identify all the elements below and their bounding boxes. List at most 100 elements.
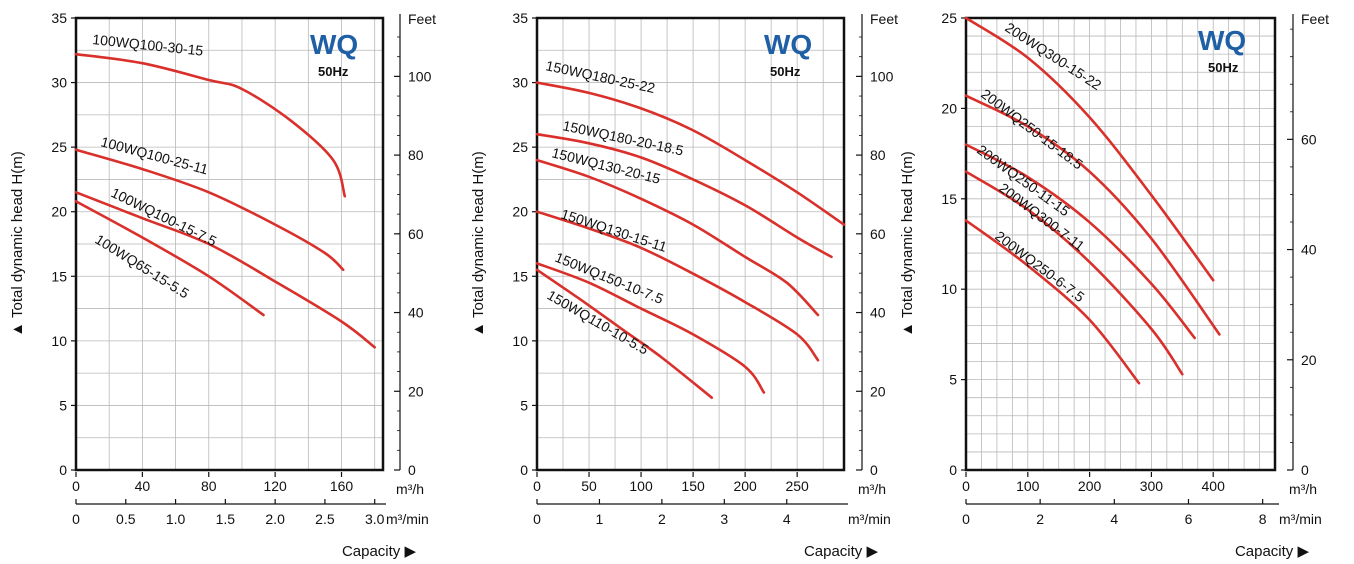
x-tick-label: 0 <box>962 478 970 494</box>
x-tick-label: 200 <box>733 478 757 494</box>
feet-tick-label: 80 <box>408 147 424 163</box>
x-unit-primary: m³/h <box>1289 481 1317 497</box>
feet-tick-label: 0 <box>870 462 878 478</box>
x-tick-label: 100 <box>629 478 653 494</box>
pump-curve-150WQ180-25-22 <box>535 81 846 226</box>
x2-tick-label: 6 <box>1185 511 1193 527</box>
x2-tick-label: 4 <box>783 511 791 527</box>
x2-tick-label: 2 <box>658 511 666 527</box>
frequency-label: 50Hz <box>318 64 349 79</box>
feet-tick-label: 20 <box>1301 352 1317 368</box>
y-axis-title: ▲ Total dynamic head H(m) <box>9 151 26 336</box>
curve-label: 150WQ130-15-11 <box>559 206 669 255</box>
x-tick-label: 80 <box>201 478 217 494</box>
x-unit-primary: m³/h <box>396 481 424 497</box>
y-tick-label: 15 <box>51 268 67 284</box>
x-unit-secondary: m³/min <box>848 511 891 527</box>
pump-curve-150WQ180-20-18.5 <box>535 132 833 259</box>
x2-tick-label: 3.0 <box>365 511 385 527</box>
x-tick-label: 100 <box>1016 478 1040 494</box>
x-tick-label: 0 <box>533 478 541 494</box>
x2-tick-label: 0 <box>533 511 541 527</box>
y-axis-title: ▲ Total dynamic head H(m) <box>899 151 916 336</box>
x-tick-label: 160 <box>330 478 354 494</box>
pump-curve-200WQ250-15-18.5 <box>964 94 1221 336</box>
x2-tick-label: 1.5 <box>216 511 236 527</box>
feet-tick-label: 40 <box>408 305 424 321</box>
x-axis-title: Capacity ▶ <box>342 543 417 560</box>
brand-label: WQ <box>764 29 812 60</box>
y-tick-label: 10 <box>512 333 528 349</box>
frequency-label: 50Hz <box>770 64 801 79</box>
y-tick-label: 35 <box>512 10 528 26</box>
x-axis-title: Capacity ▶ <box>804 543 879 560</box>
chart-panel-1: 0 5 10 15 20 25 30 35 ▲ Total dynamic head H(m) F… <box>9 10 436 560</box>
feet-axis-title: Feet <box>870 11 898 27</box>
feet-tick-label: 60 <box>870 226 886 242</box>
y-tick-label: 20 <box>941 100 957 116</box>
x-tick-label: 300 <box>1140 478 1164 494</box>
feet-tick-label: 40 <box>870 305 886 321</box>
feet-tick-label: 20 <box>408 383 424 399</box>
x2-tick-label: 3 <box>720 511 728 527</box>
feet-tick-label: 40 <box>1301 242 1317 258</box>
y-tick-label: 20 <box>51 204 67 220</box>
feet-axis-title: Feet <box>1301 11 1329 27</box>
feet-tick-label: 100 <box>870 68 894 84</box>
y-tick-label: 25 <box>512 139 528 155</box>
y-tick-label: 20 <box>512 204 528 220</box>
y-tick-label: 15 <box>512 268 528 284</box>
pump-curve-150WQ130-20-15 <box>535 158 820 317</box>
x2-tick-label: 0.5 <box>116 511 136 527</box>
y-axis-title: ▲ Total dynamic head H(m) <box>470 151 487 336</box>
x2-tick-label: 2.5 <box>315 511 335 527</box>
y-tick-label: 25 <box>51 139 67 155</box>
y-tick-label: 25 <box>941 10 957 26</box>
y-tick-label: 0 <box>520 462 528 478</box>
x-tick-label: 120 <box>263 478 287 494</box>
feet-tick-label: 0 <box>1301 462 1309 478</box>
x2-tick-label: 1 <box>596 511 604 527</box>
pump-curve-100WQ100-15-7.5 <box>74 191 376 349</box>
grid <box>966 18 1275 470</box>
feet-tick-label: 20 <box>870 383 886 399</box>
y-tick-label: 10 <box>941 281 957 297</box>
x2-tick-label: 0 <box>962 511 970 527</box>
pump-curve-200WQ250-11-15 <box>964 143 1196 340</box>
x2-tick-label: 2 <box>1036 511 1044 527</box>
brand-label: WQ <box>310 29 358 60</box>
x2-tick-label: 4 <box>1110 511 1118 527</box>
pump-curve-150WQ150-10-7.5 <box>535 262 766 394</box>
curve-label: 100WQ100-15-7.5 <box>109 184 220 249</box>
brand-label: WQ <box>1198 25 1246 56</box>
x2-tick-label: 0 <box>72 511 80 527</box>
y-tick-label: 30 <box>51 75 67 91</box>
pump-curve-200WQ300-7-11 <box>964 170 1184 376</box>
pump-curve-200WQ250-6-7.5 <box>964 219 1141 385</box>
pump-curve-200WQ300-15-22 <box>964 16 1215 282</box>
curve-label: 150WQ180-25-22 <box>544 57 656 96</box>
x2-tick-label: 1.0 <box>166 511 186 527</box>
grid <box>537 18 844 470</box>
y-tick-label: 35 <box>51 10 67 26</box>
pump-curve-100WQ100-25-11 <box>74 148 345 272</box>
x-unit-primary: m³/h <box>858 481 886 497</box>
y-tick-label: 5 <box>949 372 957 388</box>
x2-tick-label: 8 <box>1259 511 1267 527</box>
x-axis-title: Capacity ▶ <box>1235 543 1310 560</box>
feet-tick-label: 80 <box>870 147 886 163</box>
x2-tick-label: 2.0 <box>265 511 285 527</box>
x-unit-secondary: m³/min <box>1279 511 1322 527</box>
curve-label: 100WQ100-30-15 <box>92 31 205 59</box>
feet-tick-label: 100 <box>408 68 432 84</box>
pump-curve-150WQ110-10-5.5 <box>535 268 714 399</box>
plot-frame <box>535 16 846 472</box>
x-tick-label: 50 <box>581 478 597 494</box>
y-tick-label: 15 <box>941 191 957 207</box>
y-tick-label: 5 <box>520 397 528 413</box>
feet-tick-label: 60 <box>408 226 424 242</box>
pump-curve-100WQ65-15-5.5 <box>74 200 265 317</box>
